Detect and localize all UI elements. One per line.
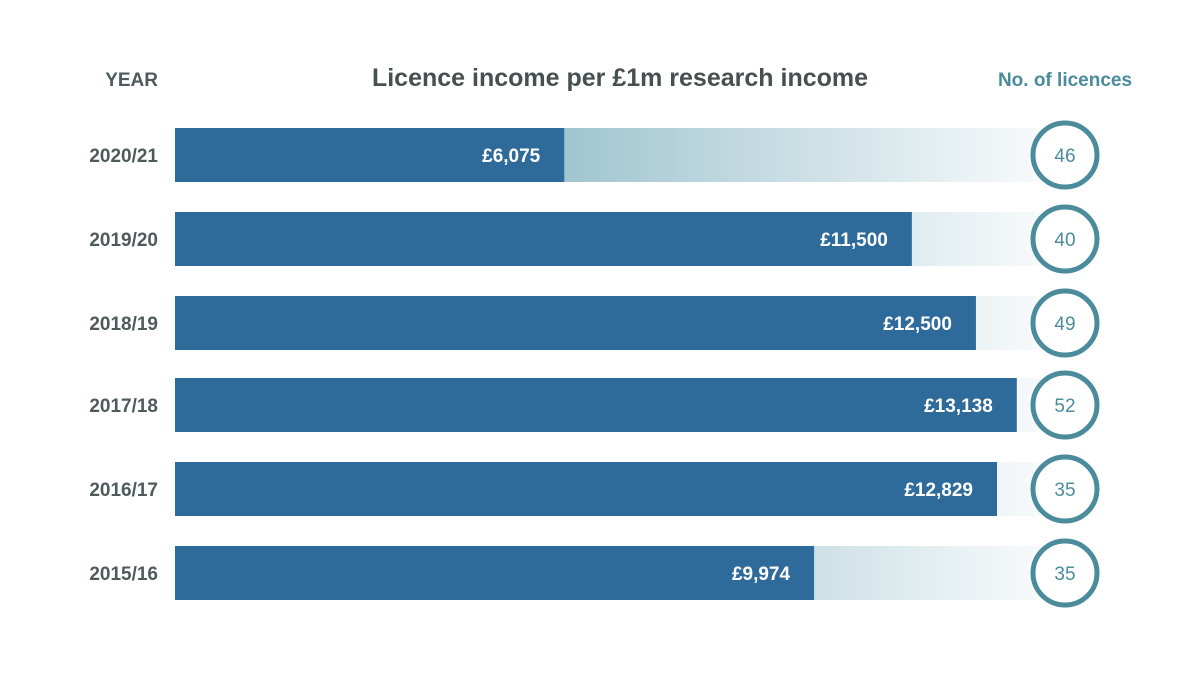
bar-value-label: £6,075	[482, 146, 541, 167]
year-label: 2016/17	[89, 480, 158, 501]
licence-count: 35	[1054, 480, 1075, 501]
bar-value-label: £12,500	[883, 314, 952, 335]
bar-value-label: £13,138	[924, 396, 993, 417]
year-label: 2019/20	[89, 230, 158, 251]
licence-count: 40	[1054, 230, 1075, 251]
bar	[175, 212, 912, 266]
bar-value-label: £11,500	[820, 230, 888, 251]
licences-column-header: No. of licences	[997, 70, 1133, 91]
licence-count-circle	[1030, 288, 1100, 358]
year-column-header: YEAR	[105, 70, 158, 91]
licence-count: 35	[1054, 564, 1075, 585]
licence-count-circle	[1030, 204, 1100, 274]
bar	[175, 378, 1017, 432]
bar	[175, 546, 815, 600]
licence-count: 52	[1054, 396, 1075, 417]
licence-count: 46	[1054, 146, 1075, 167]
licence-count: 49	[1054, 314, 1075, 335]
bar-value-label: £9,974	[732, 564, 791, 585]
chart-title: Licence income per £1m research income	[371, 64, 869, 92]
bar	[175, 128, 565, 182]
licence-count-circle	[1030, 120, 1100, 190]
bar	[175, 296, 976, 350]
year-label: 2020/21	[89, 146, 158, 167]
licence-count-circle	[1030, 538, 1100, 608]
year-label: 2018/19	[89, 314, 158, 335]
bar	[175, 462, 998, 516]
year-label: 2015/16	[89, 564, 158, 585]
licence-count-circle	[1030, 454, 1100, 524]
bar-value-label: £12,829	[904, 480, 973, 501]
year-label: 2017/18	[89, 396, 158, 417]
licence-count-circle	[1030, 370, 1100, 440]
